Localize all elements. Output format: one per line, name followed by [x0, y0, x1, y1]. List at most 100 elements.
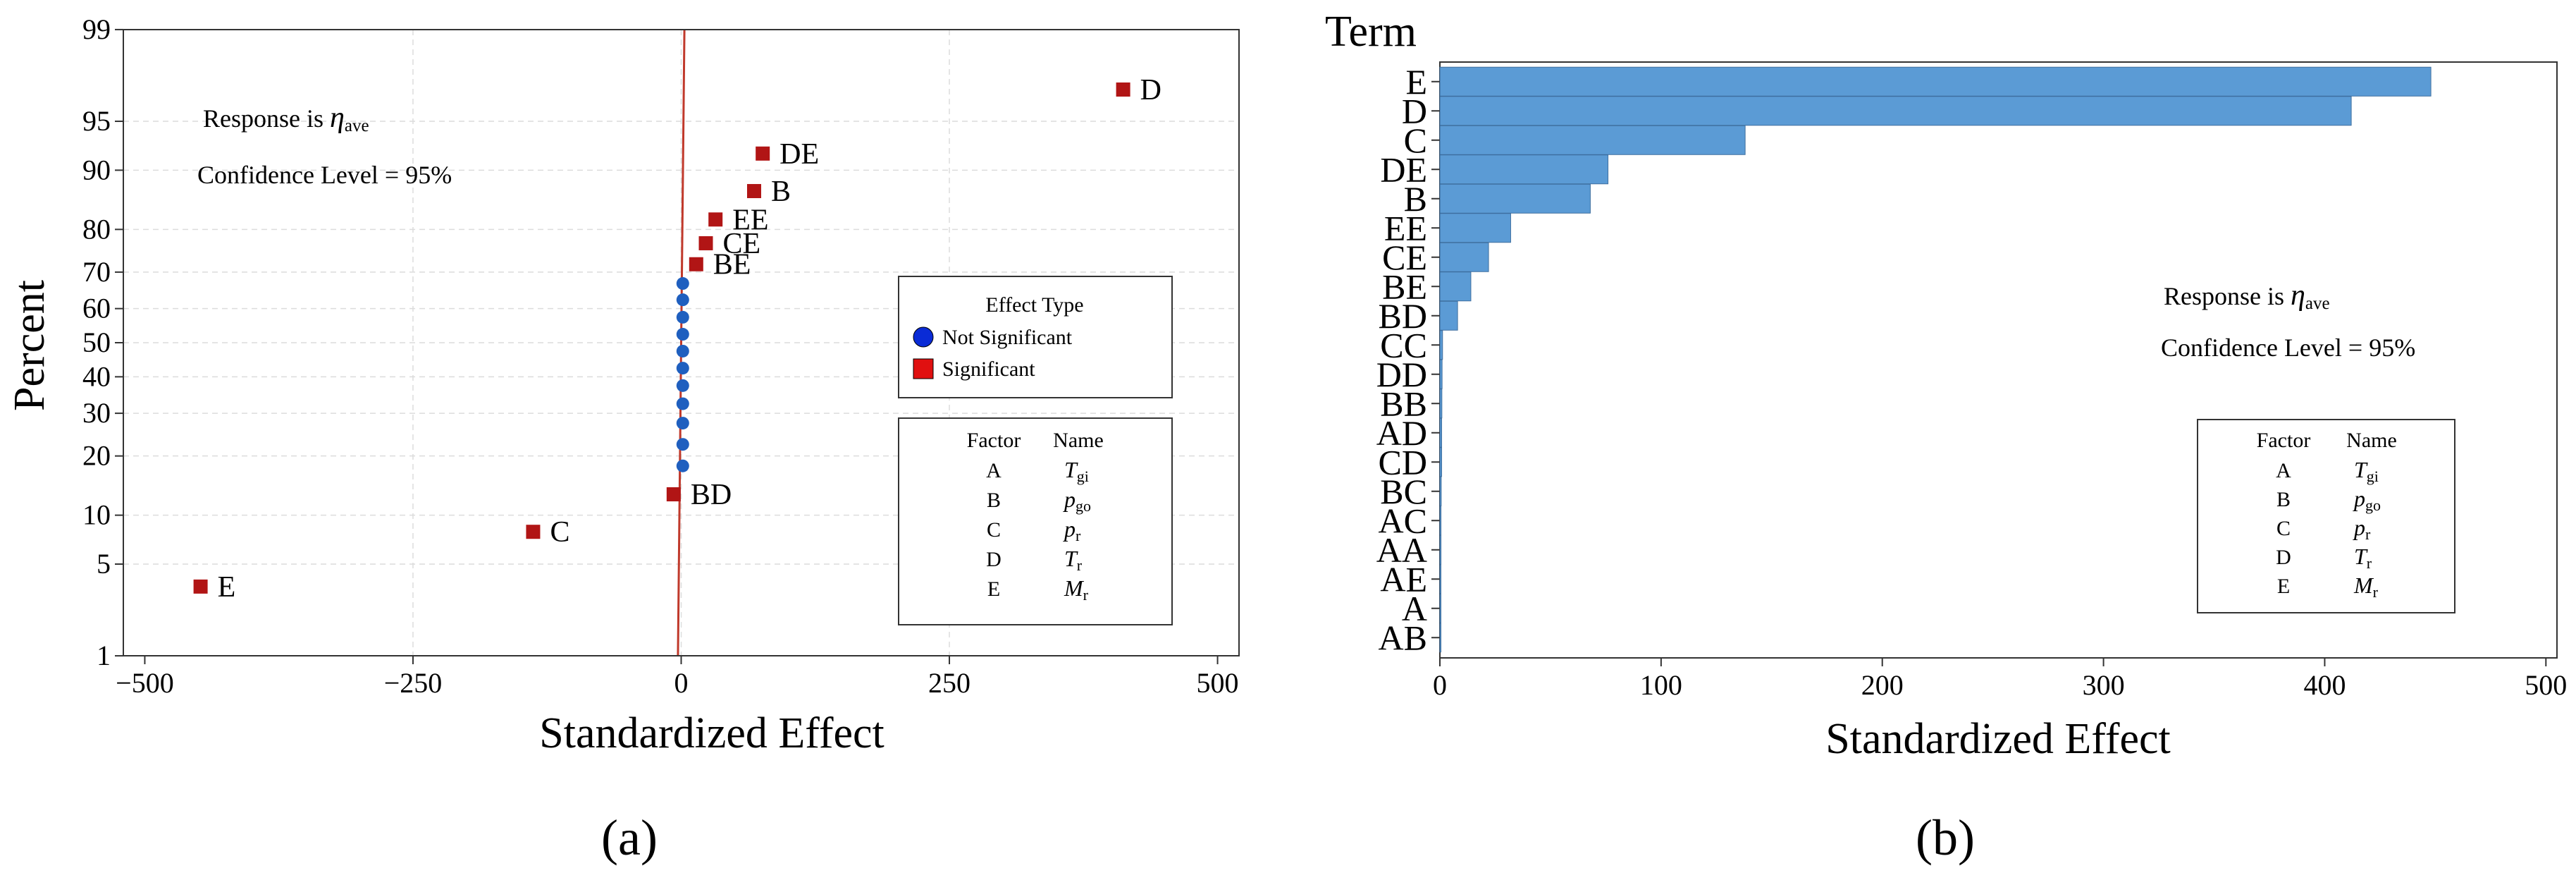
point-label-e: E	[218, 571, 236, 604]
y-tick-label: 40	[82, 360, 111, 392]
y-tick-label: 80	[82, 213, 111, 245]
confidence-annotation: Confidence Level = 95%	[197, 161, 452, 189]
bar-cd	[1439, 447, 1443, 477]
factor-code: D	[986, 548, 1002, 571]
point-significant-ce	[698, 236, 713, 250]
point-label-ce: CE	[723, 228, 761, 260]
point-not-significant	[676, 397, 689, 410]
y-tick-label: 90	[82, 154, 111, 185]
factor-name-symbol: M	[1064, 575, 1085, 601]
response-annotation: Response is ηave	[2164, 279, 2330, 313]
point-label-ee: EE	[732, 204, 768, 236]
category-label: AA	[1376, 530, 1427, 570]
factor-name-symbol: p	[1063, 487, 1076, 512]
category-label: BB	[1380, 384, 1427, 423]
factor-header: Factor	[967, 429, 1021, 452]
category-label: AD	[1376, 413, 1427, 453]
point-not-significant	[676, 328, 689, 341]
x-tick-label: 300	[2083, 669, 2125, 701]
bar-bd	[1439, 300, 1458, 331]
factor-name-symbol: M	[2353, 573, 2374, 598]
x-axis-label: Standardized Effect	[539, 709, 884, 757]
bar-ad	[1439, 417, 1443, 448]
factor-name: Tr	[2354, 544, 2372, 572]
legend-marker-not-significant	[913, 326, 934, 348]
point-significant-ee	[708, 212, 723, 227]
factor-table-box	[898, 417, 1173, 625]
x-tick-label: −250	[384, 667, 443, 699]
panel-label-a: (a)	[601, 809, 658, 866]
y-tick-label: 60	[82, 293, 111, 324]
category-label: AE	[1380, 559, 1427, 599]
x-tick-label: 0	[1433, 669, 1447, 701]
bar-a	[1439, 593, 1441, 623]
point-not-significant	[676, 344, 689, 358]
y-tick-label: 70	[82, 256, 111, 288]
factor-code: B	[2276, 488, 2291, 511]
bar-ab	[1439, 623, 1441, 653]
x-tick-label: 200	[1861, 669, 1904, 701]
y-tick-label: 30	[82, 397, 111, 429]
y-tick-label: 5	[97, 548, 111, 580]
factor-code: B	[987, 489, 1001, 512]
category-label: BD	[1379, 296, 1427, 336]
category-label: DD	[1376, 355, 1427, 394]
x-tick-label: 500	[2525, 669, 2567, 701]
point-not-significant	[676, 379, 689, 392]
legend-label-significant: Significant	[942, 358, 1035, 381]
legend: Effect Type Not Significant Significant	[898, 276, 1173, 398]
point-significant-bd	[666, 487, 681, 502]
factor-name-subscript: go	[1076, 497, 1091, 515]
bar-cc	[1439, 330, 1443, 360]
category-label: A	[1402, 589, 1427, 628]
bar-bc	[1439, 476, 1442, 506]
factor-code: E	[987, 578, 1000, 601]
category-label: CD	[1379, 442, 1427, 482]
x-tick-label: 250	[928, 667, 970, 699]
bar-aa	[1439, 534, 1442, 565]
factor-code: A	[2276, 459, 2291, 482]
bars	[1439, 66, 2432, 653]
x-tick-label: 400	[2303, 669, 2346, 701]
category-label: CC	[1380, 325, 1427, 365]
factor-name-symbol: T	[2354, 457, 2368, 482]
bar-bb	[1439, 389, 1443, 419]
factor-name-symbol: T	[1064, 457, 1078, 482]
point-not-significant	[676, 277, 689, 291]
factor-name: pgo	[2353, 486, 2381, 514]
factor-name: Tr	[1064, 546, 1083, 574]
factor-name-subscript: gi	[2367, 468, 2379, 485]
bar-de	[1439, 154, 1609, 185]
factor-name-subscript: go	[2365, 496, 2381, 514]
factor-code: C	[987, 518, 1001, 542]
response-annotation: Response is ηave	[203, 102, 369, 135]
pareto-chart: Term EDCDEBEECEBEBDCCDDBBADCDBCACAAAEAAB…	[1325, 8, 2567, 763]
point-label-d: D	[1140, 74, 1161, 106]
bar-ae	[1439, 564, 1441, 594]
point-significant-de	[756, 146, 770, 161]
bar-ee	[1439, 213, 1511, 243]
point-significant-e	[193, 579, 208, 594]
factor-code: C	[2276, 517, 2291, 540]
bar-b	[1439, 183, 1591, 214]
name-header: Name	[1053, 429, 1104, 452]
point-label-be: BE	[713, 249, 751, 281]
factor-name: pr	[1063, 516, 1081, 544]
point-not-significant	[676, 293, 689, 307]
confidence-annotation: Confidence Level = 95%	[2161, 334, 2415, 362]
bar-ac	[1439, 506, 1442, 536]
factor-name-subscript: r	[2367, 554, 2372, 572]
factor-name-symbol: T	[2354, 544, 2368, 569]
factor-name-subscript: r	[1077, 556, 1083, 574]
point-significant-d	[1116, 82, 1130, 97]
bar-ce	[1439, 242, 1489, 272]
factor-code: D	[2276, 546, 2291, 569]
reference-line	[677, 29, 686, 656]
